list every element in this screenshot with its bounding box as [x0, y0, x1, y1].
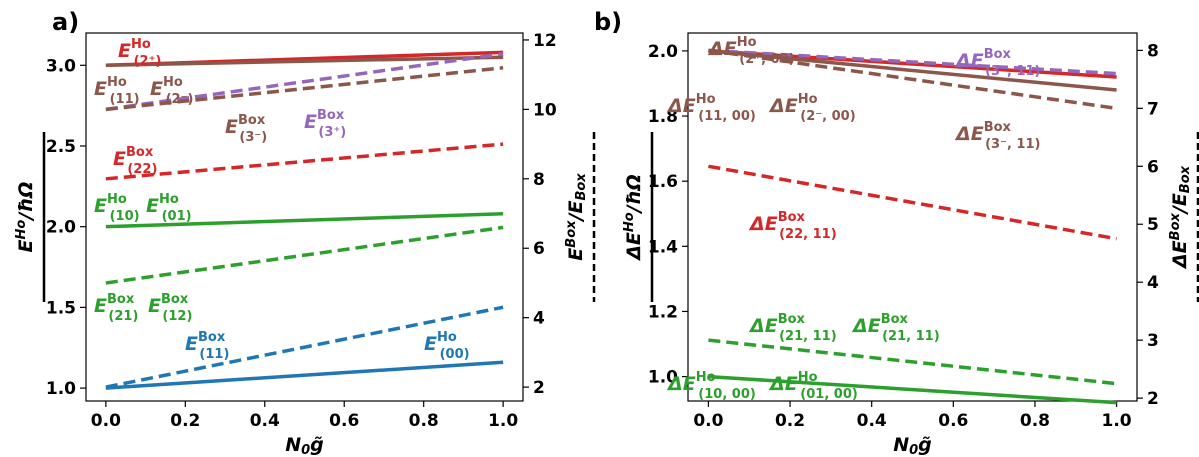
y-axis-label: ΔEHo/ħΩ [622, 174, 646, 262]
series-line [105, 65, 504, 112]
series-line [105, 55, 504, 68]
series-line [708, 48, 1117, 76]
x-tick-label: 0.6 [938, 411, 968, 431]
series-annotation: EHo (2⁻) [150, 75, 193, 107]
series-annotation: EHo (2⁺) [118, 37, 161, 69]
series-line [105, 142, 504, 181]
series-annotation: ΔEBox (21, 11) [851, 312, 940, 344]
y-tick-right-label: 3 [1147, 331, 1159, 351]
series-annotation: EHo (01) [146, 192, 192, 224]
y-tick-right-label: 5 [1147, 215, 1159, 235]
y-tick-right-label: 6 [1147, 157, 1159, 177]
series-annotation: ΔEHo (01, 00) [768, 370, 858, 402]
x-tick-label: 1.0 [488, 411, 518, 431]
series-annotation: EHo (10) [94, 192, 140, 224]
series-annotation: EBox (21) [94, 292, 138, 324]
y-axis-right-label: ΔEBox/EBox [1168, 165, 1194, 270]
y-tick-label: 1.4 [648, 237, 678, 257]
panel-label: a) [52, 8, 79, 36]
x-tick-label: 0.2 [170, 411, 200, 431]
y-axis-label: EHo/ħΩ [14, 182, 38, 253]
series-line [105, 305, 504, 389]
y-tick-label: 2.0 [46, 218, 76, 238]
x-tick-label: 0.4 [857, 411, 887, 431]
panel-a: a) 0.0 0.2 0.4 0.6 0.8 1.0 1.0 1.5 2.0 2.5 3.0 2 4 6 8 1… [14, 8, 596, 457]
x-tick-label: 0.8 [409, 411, 439, 431]
series-line [105, 225, 504, 285]
series-line [708, 49, 1117, 92]
plot-frame [687, 32, 1138, 402]
series-annotation: EHo (00) [424, 330, 470, 362]
series-line [708, 164, 1117, 241]
y-tick-label: 1.0 [46, 379, 76, 399]
series-annotation: EBox (3⁺) [304, 108, 346, 140]
plot-frame [85, 32, 524, 402]
y-tick-label: 1.8 [648, 107, 678, 127]
series-line [105, 360, 504, 390]
x-tick-label: 0.4 [250, 411, 280, 431]
x-tick-label: 0.2 [775, 411, 805, 431]
series-annotation: ΔEBox (21, 11) [748, 312, 837, 344]
panel-b: b) 0.0 0.2 0.4 0.6 0.8 1.0 1.0 1.2 1.4 1.6 1.8 2.0 2 3… [594, 8, 1199, 457]
panel-label: b) [594, 8, 622, 36]
series-annotation: ΔEHo (11, 00) [666, 92, 756, 124]
series-line [708, 374, 1117, 405]
y-axis-right-label: EBox/EBox [564, 173, 590, 261]
series-line [708, 49, 1117, 79]
x-axis-label: N0g̃ [893, 434, 932, 457]
y-tick-label: 3.0 [46, 56, 76, 76]
series-annotation: EBox (22) [113, 145, 157, 177]
series-annotation: EBox (3⁻) [225, 113, 267, 145]
x-tick-label: 0.6 [329, 411, 359, 431]
y-tick-right-label: 6 [533, 239, 545, 259]
y-tick-right-label: 8 [1147, 41, 1159, 61]
series-annotation: EHo (11) [94, 75, 140, 107]
x-tick-label: 1.0 [1102, 411, 1132, 431]
y-tick-label: 1.0 [648, 368, 678, 388]
x-axis-label: N0g̃ [285, 434, 324, 457]
y-tick-label: 1.5 [46, 298, 76, 318]
y-tick-right-label: 2 [1147, 389, 1159, 409]
series-annotation: EBox (12) [148, 292, 192, 324]
series-line [105, 52, 504, 112]
y-tick-right-label: 7 [1147, 99, 1159, 119]
y-tick-right-label: 10 [533, 100, 557, 120]
series-annotation: EBox (11) [185, 330, 229, 362]
x-tick-label: 0.0 [693, 411, 723, 431]
series-annotation: ΔEBox (22, 11) [748, 210, 837, 242]
series-annotation: ΔEBox (3⁻, 11) [954, 47, 1040, 79]
series-annotation: ΔEHo (2⁻, 00) [768, 92, 856, 124]
series-line [708, 338, 1117, 386]
y-tick-right-label: 12 [533, 31, 557, 51]
x-tick-label: 0.8 [1020, 411, 1050, 431]
y-tick-label: 2.5 [46, 137, 76, 157]
series-annotation: ΔEBox (3⁻, 11) [954, 120, 1040, 152]
y-tick-label: 1.2 [648, 302, 678, 322]
y-tick-right-label: 2 [533, 378, 545, 398]
series-line [105, 212, 504, 229]
series-annotation: ΔEHo (2⁺, 00) [707, 35, 795, 67]
y-tick-right-label: 4 [1147, 273, 1159, 293]
x-tick-label: 0.0 [91, 411, 121, 431]
y-tick-right-label: 4 [533, 309, 545, 329]
series-line [708, 48, 1117, 111]
series-annotation: ΔEHo (10, 00) [666, 370, 756, 402]
y-tick-label: 2.0 [648, 42, 678, 62]
y-tick-right-label: 8 [533, 170, 545, 190]
y-tick-label: 1.6 [648, 172, 678, 192]
